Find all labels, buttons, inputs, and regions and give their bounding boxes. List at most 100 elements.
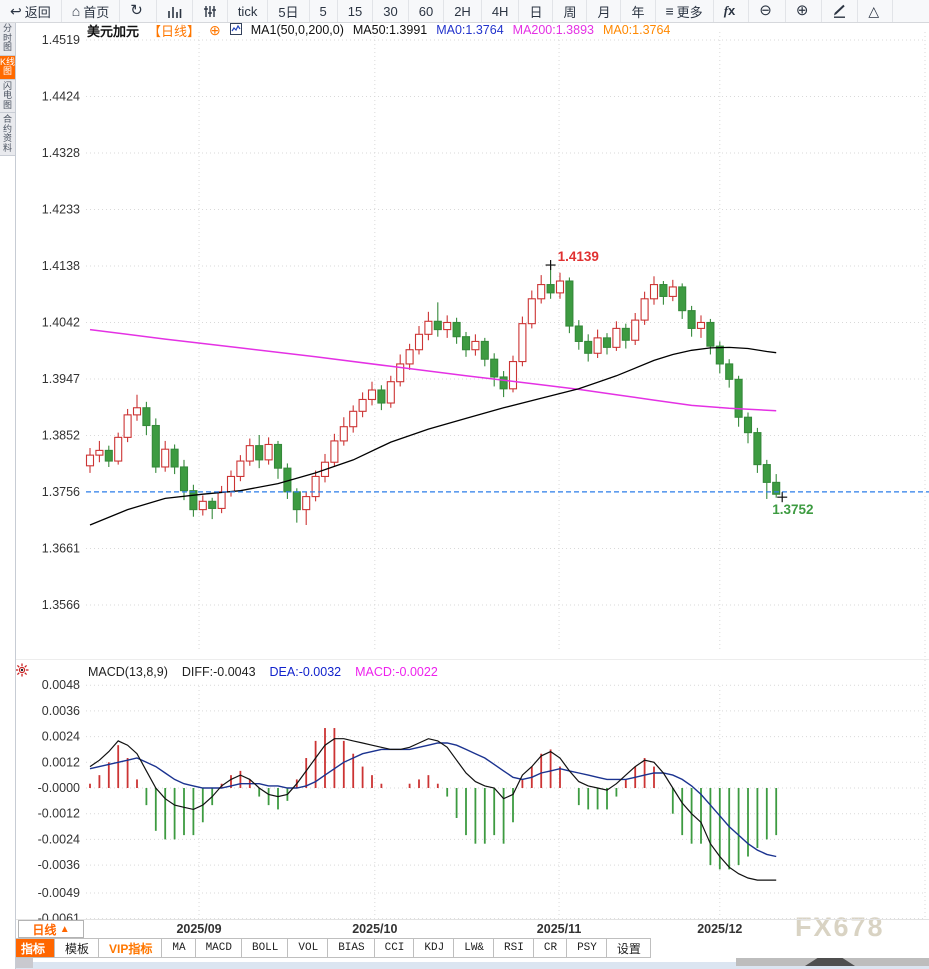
tab-vol[interactable]: VOL <box>288 939 329 957</box>
toolbar-button-period-month[interactable]: 月 <box>587 0 622 22</box>
svg-text:-0.0000: -0.0000 <box>38 781 80 795</box>
toolbar-button-period-day[interactable]: 日 <box>519 0 554 22</box>
tab-boll[interactable]: BOLL <box>241 939 289 957</box>
toolbar-button-period-week[interactable]: 周 <box>553 0 588 22</box>
svg-text:-0.0024: -0.0024 <box>38 832 80 846</box>
toolbar-button-zoom-out[interactable]: ⊖ <box>749 0 786 22</box>
toolbar-button-period-5m[interactable]: 5 <box>310 0 338 22</box>
axis-labels: 1.4519 1.4424 1.4328 1.4233 1.4138 1.4042 1.39… <box>38 33 743 936</box>
tab-kdj[interactable]: KDJ <box>414 939 455 957</box>
tab-rsi[interactable]: RSI <box>494 939 534 957</box>
svg-text:1.4233: 1.4233 <box>42 203 80 217</box>
svg-text:1.4139: 1.4139 <box>558 249 599 264</box>
tab-cci[interactable]: CCI <box>374 939 415 957</box>
svg-text:1.3661: 1.3661 <box>42 542 80 556</box>
macd-params-label: MACD(13,8,9) <box>88 665 168 679</box>
toolbar-button-period-year[interactable]: 年 <box>621 0 656 22</box>
macd-header: MACD(13,8,9) DIFF:-0.0043 DEA:-0.0032 MA… <box>88 664 438 680</box>
svg-text:0.0024: 0.0024 <box>42 730 80 744</box>
svg-text:1.3752: 1.3752 <box>772 502 813 517</box>
diff-value: DIFF:-0.0043 <box>181 665 256 679</box>
horizontal-scrollbar[interactable] <box>736 958 929 966</box>
toolbar-button-draw[interactable] <box>822 0 859 22</box>
svg-text:2025/12: 2025/12 <box>697 922 742 936</box>
toolbar-button-chart-style[interactable] <box>157 0 193 22</box>
sidebar-item-kline-chart[interactable]: K线图 <box>0 55 15 80</box>
macd-value: MACD:-0.0022 <box>355 665 438 679</box>
period-selector-label: 日线 <box>32 922 57 937</box>
tab-template[interactable]: 模板 <box>55 939 100 957</box>
period-tag: 【日线】 <box>148 23 201 39</box>
svg-text:1.4519: 1.4519 <box>42 33 80 47</box>
toolbar-button-shapes[interactable]: △ <box>858 0 894 22</box>
svg-text:2025/11: 2025/11 <box>537 922 582 936</box>
symbol-name: 美元加元 <box>87 23 140 39</box>
tab-cr[interactable]: CR <box>533 939 568 957</box>
toolbar-button-period-15m[interactable]: 15 <box>338 0 374 22</box>
svg-text:-0.0036: -0.0036 <box>38 858 80 872</box>
svg-text:1.3566: 1.3566 <box>42 598 80 612</box>
svg-text:2025/10: 2025/10 <box>352 922 397 936</box>
svg-text:2025/09: 2025/09 <box>176 922 221 936</box>
period-selector[interactable]: 日线 ▲ <box>18 920 84 938</box>
toolbar-button-period-4h[interactable]: 4H <box>482 0 520 22</box>
corner-block <box>0 958 33 968</box>
toolbar-button-fx-indicators[interactable]: fx <box>714 0 750 22</box>
tab-vip-indicator[interactable]: VIP指标 <box>99 939 163 957</box>
tab-bias[interactable]: BIAS <box>328 939 375 957</box>
toolbar-button-back[interactable]: ↩ 返回 <box>0 0 62 22</box>
indicator-tabbar: 指标 模板 VIP指标 MA MACD BOLL VOL BIAS CCI KDJ LW& RSI CR… <box>11 938 651 958</box>
candles-layer <box>85 265 781 526</box>
toolbar-button-period-5d[interactable]: 5日 <box>268 0 310 22</box>
tab-lwr[interactable]: LW& <box>454 939 495 957</box>
ma0-blue-value: MA0:1.3764 <box>436 23 504 37</box>
svg-text:-0.0049: -0.0049 <box>38 886 80 900</box>
svg-text:1.4042: 1.4042 <box>42 316 80 330</box>
dea-value: DEA:-0.0032 <box>269 665 342 679</box>
gridlines <box>0 32 929 920</box>
chevron-up-icon: ▲ <box>59 923 70 935</box>
chart-type-sidebar: 分时图 K线图 闪电图 合约资料 <box>0 22 16 969</box>
tab-indicator[interactable]: 指标 <box>11 939 56 957</box>
macd-layer <box>89 728 778 881</box>
svg-text:1.3852: 1.3852 <box>42 429 80 443</box>
svg-text:1.3756: 1.3756 <box>42 485 80 499</box>
svg-text:1.3947: 1.3947 <box>42 372 80 386</box>
toolbar-button-home[interactable]: ⌂ 首页 <box>62 0 121 22</box>
ma200-value: MA200:1.3893 <box>512 23 594 37</box>
svg-text:1.4424: 1.4424 <box>42 90 80 104</box>
toolbar-button-zoom-in[interactable]: ⊕ <box>786 0 823 22</box>
svg-text:0.0036: 0.0036 <box>42 704 80 718</box>
chart-header: 美元加元 【日线】 ⊕ MA1(50,0,200,0) MA50:1.3991 … <box>87 21 671 39</box>
toolbar-button-refresh[interactable]: ↻ <box>120 0 157 22</box>
svg-text:-0.0012: -0.0012 <box>38 807 80 821</box>
toolbar-button-period-60m[interactable]: 60 <box>409 0 445 22</box>
tab-macd[interactable]: MACD <box>195 939 242 957</box>
toolbar-button-tick[interactable]: tick <box>228 0 269 22</box>
toolbar-button-indicator-tools[interactable] <box>193 0 228 22</box>
tab-psy[interactable]: PSY <box>567 939 607 957</box>
ma-settings-label: MA1(50,0,200,0) <box>250 23 344 37</box>
moving-averages-layer <box>89 328 777 526</box>
toolbar-button-period-2h[interactable]: 2H <box>444 0 482 22</box>
svg-text:0.0012: 0.0012 <box>42 755 80 769</box>
ma0-orange-value: MA0:1.3764 <box>602 23 671 37</box>
svg-text:0.0048: 0.0048 <box>42 678 80 692</box>
add-compare-icon[interactable]: ⊕ <box>209 21 221 38</box>
svg-text:1.4138: 1.4138 <box>42 259 80 273</box>
svg-text:1.4328: 1.4328 <box>42 146 80 160</box>
annotations-layer: 1.4139 1.3752 <box>86 249 929 517</box>
macd-settings-icon[interactable] <box>15 663 29 682</box>
tab-ma[interactable]: MA <box>162 939 196 957</box>
toolbar-button-period-30m[interactable]: 30 <box>373 0 409 22</box>
sidebar-item-lightning-chart[interactable]: 闪电图 <box>0 79 15 113</box>
scrollbar-handle[interactable] <box>805 958 855 966</box>
sidebar-item-contract-info[interactable]: 合约资料 <box>0 113 15 156</box>
ma50-value: MA50:1.3991 <box>352 23 428 37</box>
toolbar-button-more[interactable]: ≡ 更多 <box>656 0 714 22</box>
tab-settings[interactable]: 设置 <box>606 939 651 957</box>
sidebar-item-time-share-chart[interactable]: 分时图 <box>0 22 15 56</box>
window-bottom-edge <box>0 962 929 969</box>
